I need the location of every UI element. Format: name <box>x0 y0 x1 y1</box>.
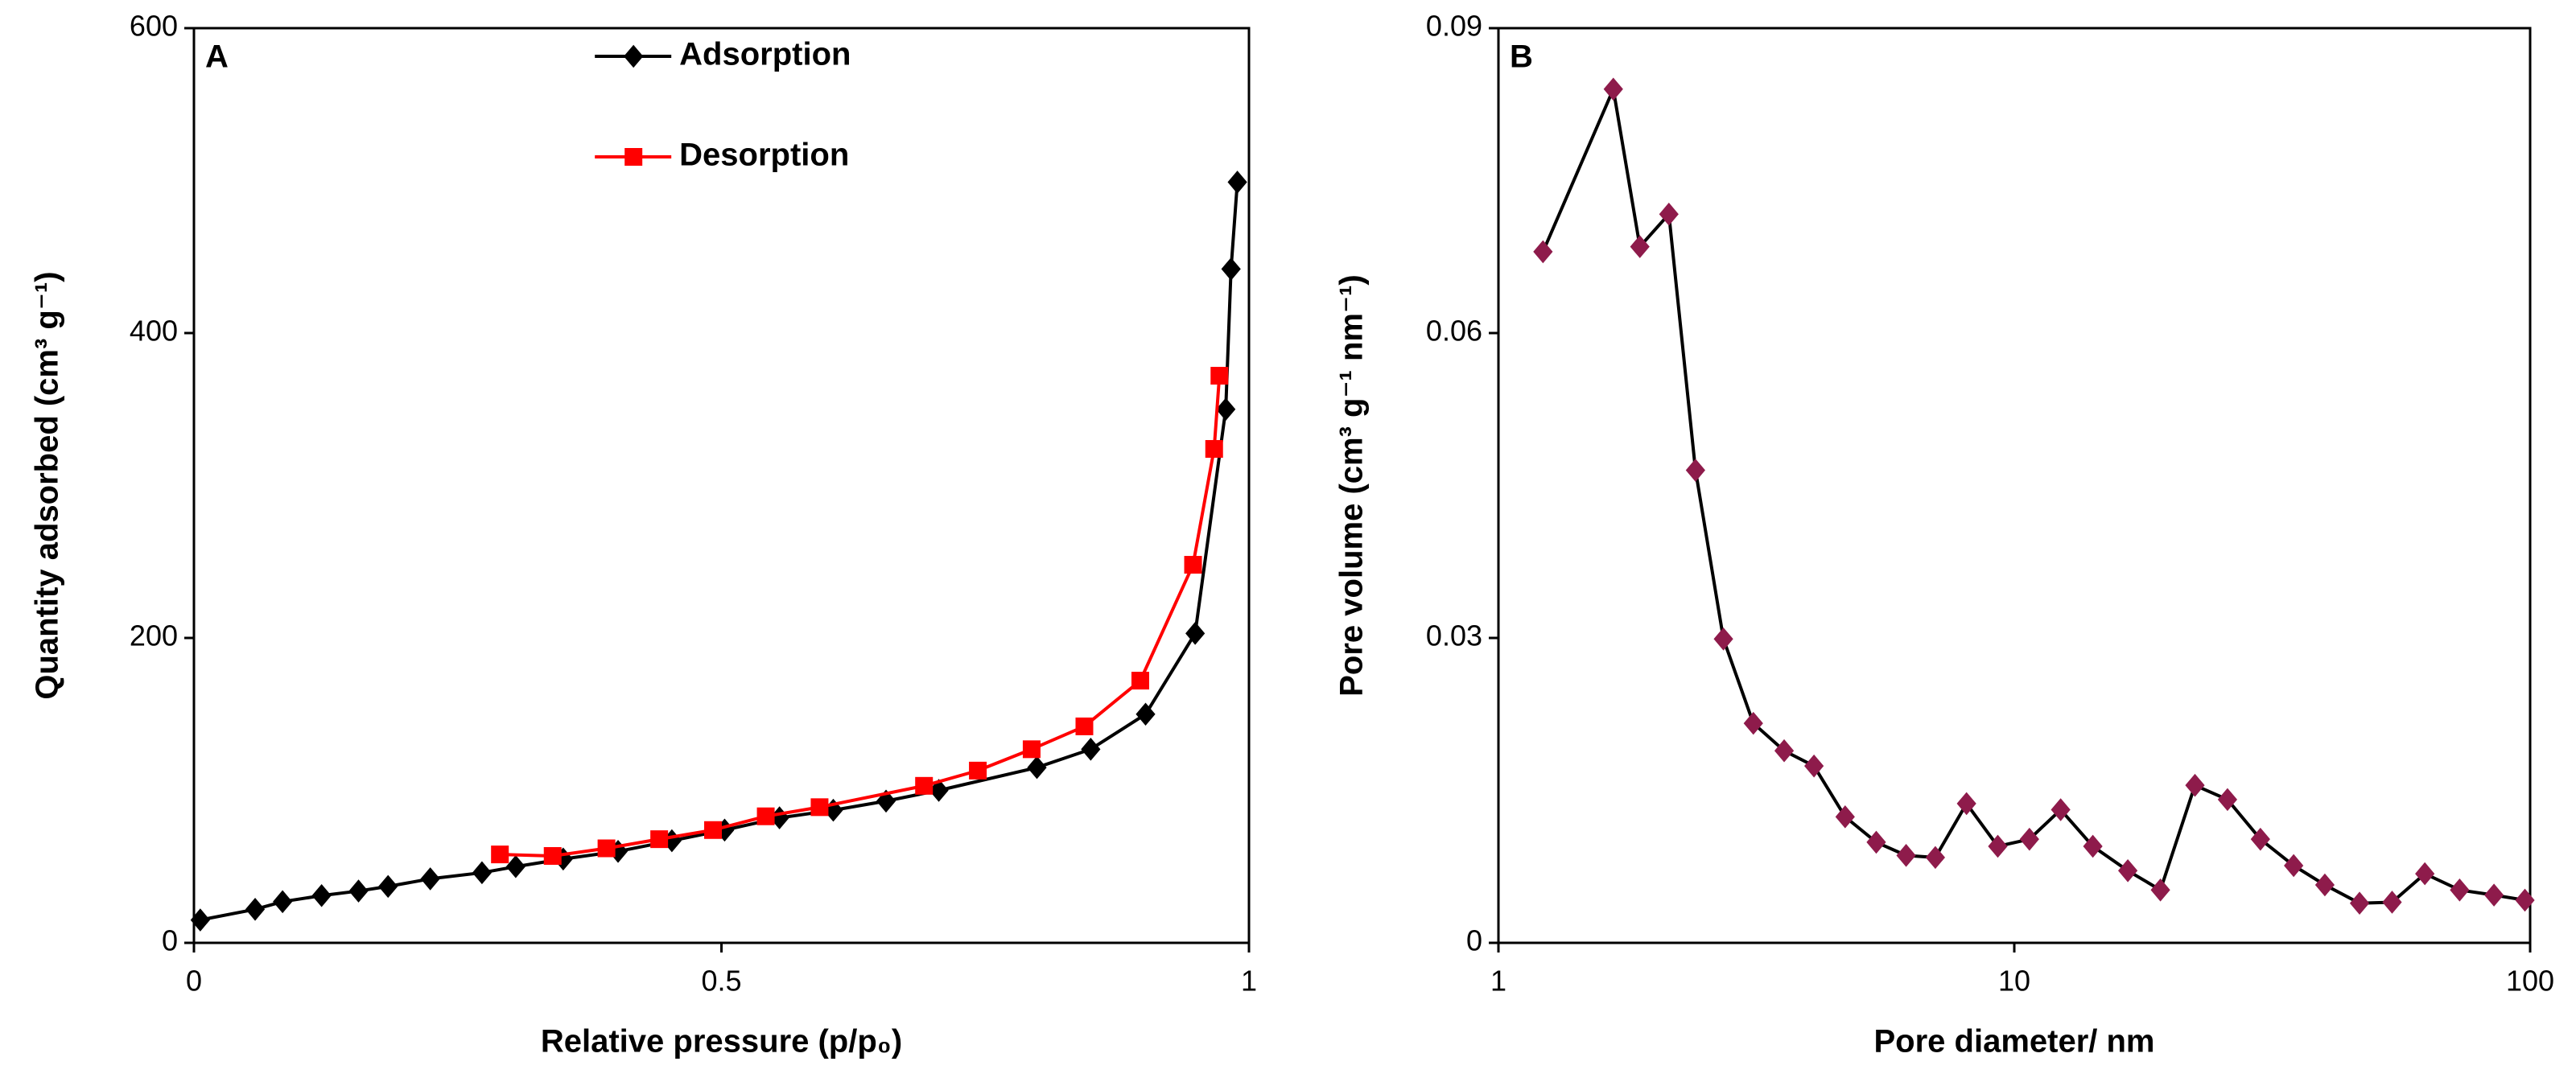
data-point <box>2217 788 2238 812</box>
data-point <box>1184 556 1202 574</box>
x-tick-label: 1 <box>1241 965 1257 998</box>
data-point <box>1131 672 1149 690</box>
legend-label: Desorption <box>679 138 849 173</box>
data-point <box>1022 740 1041 759</box>
data-point <box>2150 878 2170 902</box>
data-point <box>2250 827 2270 851</box>
data-point <box>810 798 829 817</box>
series-line <box>200 182 1239 922</box>
data-point <box>1804 754 1824 778</box>
data-point <box>1835 805 1855 829</box>
data-point <box>1713 627 1733 651</box>
legend-marker <box>624 148 643 166</box>
data-point <box>2185 773 2205 797</box>
data-point <box>273 890 293 914</box>
data-point <box>1221 257 1241 281</box>
data-point <box>1630 235 1650 258</box>
x-axis-label: Relative pressure (p/p₀) <box>541 1024 902 1059</box>
data-point <box>2314 873 2335 897</box>
y-tick-label: 0.03 <box>1426 619 1482 652</box>
plot-frame <box>1497 27 2532 944</box>
data-point <box>543 846 562 865</box>
data-point <box>378 874 398 899</box>
y-tick-label: 0 <box>162 924 178 957</box>
x-tick-label: 0 <box>186 965 202 998</box>
data-point <box>2117 859 2138 883</box>
x-tick-label: 1 <box>1490 965 1506 998</box>
data-point <box>2382 891 2402 914</box>
data-point <box>704 821 723 839</box>
y-tick-label: 0.09 <box>1426 10 1482 43</box>
x-tick-label: 10 <box>1998 965 2030 998</box>
data-point <box>245 898 266 921</box>
data-point <box>1533 240 1553 264</box>
y-tick-label: 200 <box>130 619 178 652</box>
data-point <box>969 761 987 780</box>
y-axis-label: Quantity adsorbed (cm³ g⁻¹) <box>30 271 65 699</box>
data-point <box>505 854 526 878</box>
data-point <box>756 807 775 825</box>
data-point <box>472 861 493 885</box>
data-point <box>1210 367 1229 385</box>
panel-label: A <box>205 39 229 75</box>
data-point <box>915 776 934 795</box>
series-line <box>1541 83 2525 905</box>
data-point <box>929 779 949 802</box>
x-tick-label: 0.5 <box>701 965 741 998</box>
data-point <box>2483 883 2504 907</box>
data-point <box>420 867 440 891</box>
data-point <box>2450 878 2470 902</box>
data-point <box>1075 717 1094 735</box>
y-tick-label: 400 <box>130 315 178 348</box>
series-line <box>500 375 1222 858</box>
data-point <box>1743 711 1763 735</box>
data-point <box>1136 702 1156 726</box>
y-tick-label: 600 <box>130 10 178 43</box>
y-tick-label: 0 <box>1466 924 1482 957</box>
x-tick-label: 100 <box>2506 965 2554 998</box>
data-point <box>348 879 369 903</box>
data-point <box>1185 622 1206 645</box>
legend-marker <box>624 44 644 68</box>
data-point <box>1956 792 1976 816</box>
data-point <box>2019 827 2039 851</box>
y-axis-label: Pore volume (cm³ g⁻¹ nm⁻¹) <box>1334 274 1370 697</box>
data-point <box>2050 798 2071 821</box>
data-point <box>650 830 669 849</box>
x-axis-label: Pore diameter/ nm <box>1873 1024 2154 1059</box>
data-point <box>2284 854 2304 878</box>
y-tick-label: 0.06 <box>1426 315 1482 348</box>
data-point <box>1659 202 1679 226</box>
data-point <box>597 839 616 858</box>
data-point <box>1227 171 1247 194</box>
data-point <box>1925 846 1945 870</box>
data-point <box>1081 738 1101 761</box>
data-point <box>1774 739 1795 763</box>
data-point <box>1027 755 1047 780</box>
data-point <box>311 883 332 907</box>
panel-label: B <box>1510 39 1533 75</box>
data-point <box>1866 830 1886 854</box>
data-point <box>1205 440 1223 459</box>
legend-label: Adsorption <box>679 37 851 72</box>
data-point <box>1603 77 1623 101</box>
data-point <box>491 846 509 864</box>
data-point <box>2349 891 2370 915</box>
data-point <box>2415 862 2435 886</box>
data-point <box>1988 834 2008 858</box>
data-point <box>2083 834 2103 858</box>
data-point <box>1216 397 1236 422</box>
data-point <box>2515 888 2535 912</box>
data-point <box>190 908 210 932</box>
data-point <box>1685 459 1705 482</box>
data-point <box>1896 844 1916 867</box>
